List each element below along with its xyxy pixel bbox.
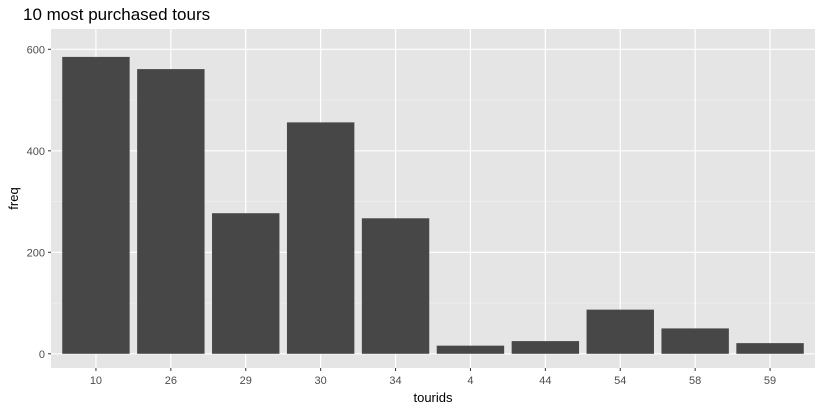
x-tick-label: 10 xyxy=(90,375,102,387)
y-axis: 0 200 400 600 xyxy=(27,44,51,361)
bar xyxy=(511,341,580,354)
x-tick-label: 59 xyxy=(764,375,776,387)
bar xyxy=(436,345,505,354)
x-tick-label: 29 xyxy=(240,375,252,387)
chart-title: 10 most purchased tours xyxy=(23,5,211,24)
bar xyxy=(286,122,355,354)
y-tick-label: 200 xyxy=(27,247,45,259)
bar xyxy=(586,309,654,354)
x-axis-title: tourids xyxy=(413,390,453,405)
bar xyxy=(62,56,130,354)
y-axis-title: freq xyxy=(6,187,21,209)
x-tick-label: 44 xyxy=(539,375,551,387)
bars xyxy=(62,56,804,354)
x-axis: 10 26 29 30 34 4 44 54 58 59 xyxy=(90,368,776,387)
x-tick-label: 58 xyxy=(689,375,701,387)
bar xyxy=(661,328,729,354)
x-tick-label: 34 xyxy=(389,375,401,387)
x-tick-label: 4 xyxy=(467,375,473,387)
bar xyxy=(212,213,280,354)
x-tick-label: 26 xyxy=(165,375,177,387)
bar xyxy=(361,218,430,354)
bar xyxy=(137,69,205,354)
y-tick-label: 0 xyxy=(39,349,45,361)
x-tick-label: 30 xyxy=(315,375,327,387)
y-tick-label: 600 xyxy=(27,44,45,56)
y-tick-label: 400 xyxy=(27,146,45,158)
x-tick-label: 54 xyxy=(614,375,626,387)
bar xyxy=(736,343,804,354)
